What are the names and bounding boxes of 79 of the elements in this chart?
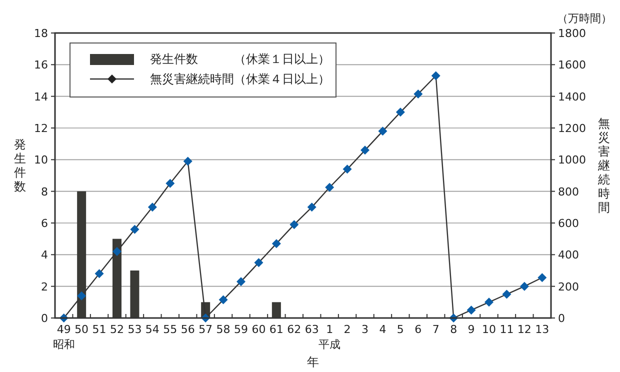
x-tick-label: 62 xyxy=(287,323,302,336)
point xyxy=(236,277,246,286)
point xyxy=(484,298,494,307)
x-tick-label: 57 xyxy=(198,323,213,336)
x-tick-label: 54 xyxy=(145,323,160,336)
point xyxy=(254,258,264,268)
point xyxy=(148,202,157,212)
point xyxy=(166,178,175,188)
point xyxy=(431,71,440,80)
x-tick-label: 51 xyxy=(92,323,106,336)
point xyxy=(94,269,104,278)
x-tick-label: 59 xyxy=(234,323,248,336)
x-tick-label: 4 xyxy=(379,323,386,336)
x-tick-label: 9 xyxy=(468,323,475,336)
point xyxy=(396,108,405,117)
x-tick-label: 50 xyxy=(74,323,89,336)
point xyxy=(342,164,352,174)
legend-label: 発生件数 （休業１日以上） xyxy=(150,52,330,66)
y-tick-label: 0 xyxy=(41,312,48,325)
point xyxy=(378,126,388,136)
x-tick-label: 12 xyxy=(517,323,532,336)
point xyxy=(112,247,122,256)
y-tick-label: 6 xyxy=(41,217,48,230)
y2-tick-label: 200 xyxy=(558,280,579,294)
x-tick-label: 52 xyxy=(110,323,124,336)
x-tick-label: 63 xyxy=(304,323,319,336)
y2-tick-label: 1600 xyxy=(558,58,586,72)
point xyxy=(290,220,299,230)
point xyxy=(520,282,529,291)
point xyxy=(218,295,228,304)
text: （万時間） xyxy=(557,12,612,25)
y2-tick-label: 400 xyxy=(558,248,579,262)
point xyxy=(272,239,281,248)
x-tick-label: 8 xyxy=(450,323,458,336)
x-tick-label: 1 平成 xyxy=(318,323,341,351)
y-tick-label: 14 xyxy=(34,90,48,104)
x-tick-label: 3 xyxy=(362,323,368,336)
x-tick-label: 58 xyxy=(216,323,230,336)
x-tick-label: 11 xyxy=(500,323,514,336)
y-tick-label: 16 xyxy=(34,58,48,72)
point xyxy=(77,291,86,300)
x-tick-label: 56 xyxy=(180,323,195,336)
x-tick-label: 13 xyxy=(535,323,550,336)
y-tick-label: 10 xyxy=(34,154,48,167)
x-tick-label: 61 xyxy=(269,323,284,336)
y-tick-label: 8 xyxy=(41,185,48,198)
x-axis-title: 年 xyxy=(307,355,319,369)
y2-tick-label: 1000 xyxy=(558,154,586,167)
x-tick-label: 6 xyxy=(414,323,422,336)
x-tick-label: 7 xyxy=(432,323,440,336)
y2-axis-title: 無災害継続時間 xyxy=(597,116,610,214)
x-tick-label: 5 xyxy=(396,323,404,336)
y2-tick-label: 600 xyxy=(558,217,579,230)
y-tick-label: 18 xyxy=(34,27,48,40)
point xyxy=(307,202,316,212)
legend-label: 無災害継続時間（休業４日以上） xyxy=(150,72,330,86)
y2-tick-label: 800 xyxy=(558,185,579,198)
y2-tick-label: 1800 xyxy=(558,27,586,40)
y-tick-label: 2 xyxy=(41,280,48,294)
x-tick-label: 2 xyxy=(344,323,351,336)
y-tick-label: 4 xyxy=(41,248,48,262)
x-tick-label: 60 xyxy=(252,323,266,336)
point xyxy=(538,273,547,282)
y2-tick-label: 1200 xyxy=(558,122,586,135)
point xyxy=(130,224,140,234)
y2-tick-label: 1400 xyxy=(558,90,586,104)
x-tick-label: 53 xyxy=(128,323,142,336)
x-tick-label: 49 昭和 xyxy=(52,323,75,351)
y-axis-title: 発生件数 xyxy=(14,138,26,194)
y2-tick-label: 0 xyxy=(558,312,565,325)
point xyxy=(466,306,476,315)
point xyxy=(325,182,334,192)
point xyxy=(414,89,423,98)
y-tick-label: 12 xyxy=(34,122,48,135)
x-tick-label: 55 xyxy=(163,323,178,336)
point xyxy=(183,156,192,166)
point xyxy=(502,290,512,299)
point xyxy=(360,146,370,155)
x-tick-label: 10 xyxy=(482,323,496,336)
